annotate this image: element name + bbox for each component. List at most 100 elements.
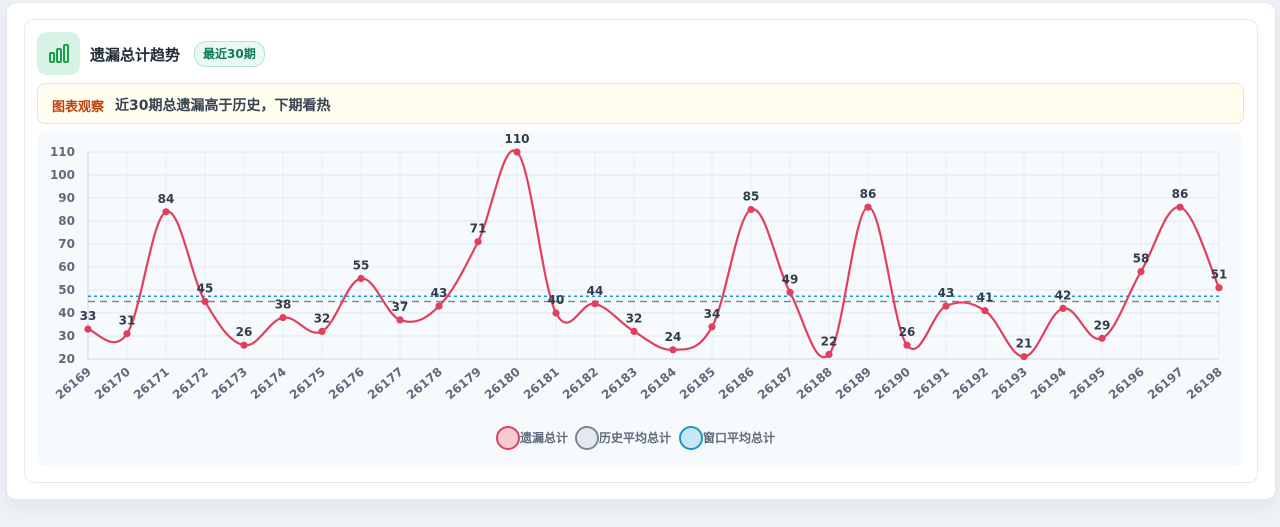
data-label: 34	[704, 307, 721, 321]
data-label: 86	[860, 187, 877, 201]
x-tick-label: 26191	[911, 365, 952, 403]
y-tick-label: 60	[58, 260, 75, 274]
period-badge: 最近30期	[194, 41, 265, 67]
y-tick-label: 70	[58, 237, 75, 251]
data-label: 26	[899, 325, 916, 339]
data-point	[279, 314, 287, 322]
x-tick-label: 26190	[872, 365, 913, 403]
data-point	[942, 302, 950, 310]
x-tick-label: 26188	[794, 365, 835, 403]
legend-label: 窗口平均总计	[703, 430, 775, 445]
x-tick-label: 26174	[248, 365, 289, 403]
legend-marker	[679, 426, 703, 450]
x-tick-label: 26189	[833, 365, 874, 403]
data-point	[630, 327, 638, 335]
data-point	[1215, 284, 1223, 292]
data-point	[825, 350, 833, 358]
missing-total-series-line	[87, 149, 1220, 359]
data-label: 55	[353, 259, 370, 273]
data-point	[357, 274, 365, 283]
x-tick-label: 26187	[755, 365, 796, 403]
x-tick-label: 26180	[482, 365, 523, 403]
y-tick-label: 100	[50, 168, 75, 182]
data-point	[864, 203, 872, 211]
data-label: 43	[431, 286, 448, 300]
data-point	[318, 327, 326, 335]
data-label: 71	[470, 222, 487, 236]
data-point	[1098, 334, 1106, 342]
y-tick-label: 90	[58, 191, 75, 205]
x-tick-label: 26185	[677, 365, 718, 403]
data-label: 22	[821, 334, 838, 348]
insight-banner: 图表观察 近30期总遗漏高于历史，下期看热	[37, 83, 1244, 124]
y-tick-label: 110	[50, 145, 75, 159]
x-tick-label: 26176	[326, 365, 367, 403]
data-point	[552, 309, 560, 317]
x-tick-label: 26192	[950, 365, 991, 403]
data-point	[591, 300, 599, 308]
data-label: 43	[938, 286, 955, 300]
y-tick-label: 40	[58, 306, 75, 320]
data-point	[162, 208, 170, 216]
data-point	[708, 323, 716, 331]
plot-panel	[37, 131, 1242, 467]
y-tick-label: 30	[58, 329, 75, 343]
bar-chart-icon	[37, 32, 80, 75]
data-point	[396, 316, 404, 324]
data-label: 24	[665, 330, 682, 344]
data-point	[240, 341, 248, 349]
x-tick-label: 26196	[1106, 365, 1147, 403]
y-tick-label: 50	[58, 283, 75, 297]
data-label: 110	[504, 132, 529, 146]
x-tick-label: 26184	[638, 365, 679, 403]
x-tick-label: 26195	[1067, 365, 1108, 403]
data-label: 31	[119, 314, 136, 328]
x-tick-label: 26181	[521, 365, 562, 403]
data-point	[981, 307, 989, 315]
data-point	[201, 297, 209, 306]
data-point	[123, 330, 131, 338]
data-label: 49	[782, 272, 799, 286]
data-label: 51	[1211, 268, 1228, 282]
data-label: 85	[743, 190, 760, 204]
x-tick-label: 26194	[1028, 365, 1069, 403]
data-label: 38	[275, 298, 292, 312]
data-label: 32	[314, 311, 331, 325]
data-label: 40	[548, 293, 565, 307]
x-tick-label: 26186	[716, 365, 757, 403]
x-tick-label: 26175	[287, 365, 328, 403]
data-label: 32	[626, 311, 643, 325]
x-tick-label: 26170	[92, 365, 133, 403]
data-label: 37	[392, 300, 409, 314]
data-label: 45	[197, 282, 214, 296]
data-label: 86	[1172, 187, 1189, 201]
y-tick-label: 20	[58, 352, 75, 366]
data-point	[474, 238, 482, 246]
data-point	[1020, 353, 1028, 361]
data-label: 42	[1055, 288, 1072, 302]
x-tick-label: 26173	[209, 365, 250, 403]
insight-text: 近30期总遗漏高于历史，下期看热	[115, 98, 331, 114]
data-point	[435, 302, 443, 310]
x-tick-label: 26183	[599, 365, 640, 403]
y-tick-label: 80	[58, 214, 75, 228]
data-point	[747, 205, 755, 214]
data-label: 21	[1016, 337, 1033, 351]
data-point	[84, 325, 92, 333]
data-point	[786, 288, 794, 296]
x-tick-label: 26177	[365, 365, 406, 403]
data-point	[1059, 304, 1067, 312]
legend-label: 历史平均总计	[599, 430, 671, 445]
card-title: 遗漏总计趋势	[90, 46, 181, 64]
legend-label: 遗漏总计	[519, 430, 568, 445]
data-label: 84	[158, 192, 175, 206]
data-label: 41	[977, 291, 994, 305]
data-point	[1137, 268, 1145, 276]
data-point	[513, 148, 521, 156]
legend-marker	[496, 426, 520, 450]
x-tick-label: 26193	[989, 365, 1030, 403]
data-label: 44	[587, 284, 604, 298]
data-label: 33	[80, 309, 97, 323]
x-tick-label: 26169	[53, 365, 94, 403]
